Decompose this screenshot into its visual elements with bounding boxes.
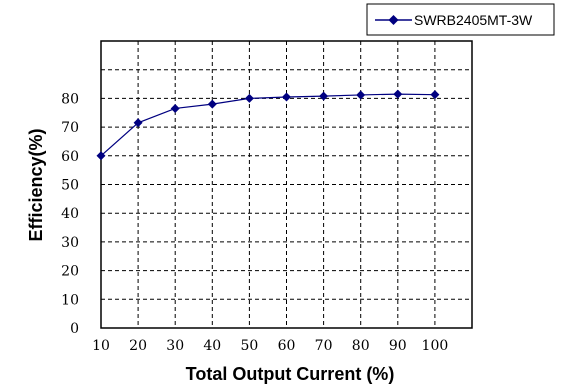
- y-axis-title: Efficiency(%): [26, 128, 46, 241]
- series-line: [100, 93, 435, 157]
- y-tick-label: 40: [61, 206, 79, 222]
- data-point-marker: [430, 90, 440, 100]
- x-tick-label: 80: [352, 338, 370, 354]
- data-point-marker: [356, 90, 366, 100]
- y-tick-label: 60: [61, 149, 79, 165]
- x-axis-title: Total Output Current (%): [186, 364, 395, 384]
- y-tick-label: 20: [61, 264, 79, 280]
- data-point-marker: [207, 99, 217, 109]
- x-axis-ticks: 10 20 30 40 50 60 70 80 90 100: [92, 338, 448, 354]
- y-tick-label: 30: [61, 235, 79, 251]
- x-tick-label: 60: [278, 338, 296, 354]
- x-tick-label: 100: [422, 338, 449, 354]
- x-tick-label: 50: [240, 338, 258, 354]
- x-tick-label: 30: [166, 338, 184, 354]
- grid: [101, 41, 472, 328]
- data-point-marker: [96, 151, 106, 161]
- x-tick-label: 70: [315, 338, 333, 354]
- y-tick-label: 70: [61, 120, 79, 136]
- legend-marker-diamond: [388, 15, 399, 25]
- data-point-marker: [244, 93, 254, 103]
- plot-area-frame: [100, 40, 473, 329]
- x-tick-label: 90: [389, 338, 407, 354]
- legend-series-name: SWRB2405MT-3W: [414, 12, 533, 28]
- y-tick-label: 80: [61, 91, 79, 107]
- data-point-marker: [393, 89, 403, 99]
- series-layer: [96, 89, 440, 161]
- y-tick-label: 50: [61, 178, 79, 194]
- data-point-marker: [319, 91, 329, 101]
- x-tick-label: 10: [92, 338, 110, 354]
- y-axis-ticks: 0 10 20 30 40 50 60 70 80: [61, 91, 79, 337]
- y-tick-label: 10: [61, 292, 79, 308]
- data-point-marker: [282, 92, 291, 102]
- data-point-marker: [133, 118, 143, 128]
- x-tick-label: 20: [129, 338, 147, 354]
- y-tick-label: 0: [70, 321, 79, 337]
- legend: SWRB2405MT-3W: [366, 3, 555, 36]
- x-tick-label: 40: [203, 338, 221, 354]
- data-point-marker: [170, 103, 180, 113]
